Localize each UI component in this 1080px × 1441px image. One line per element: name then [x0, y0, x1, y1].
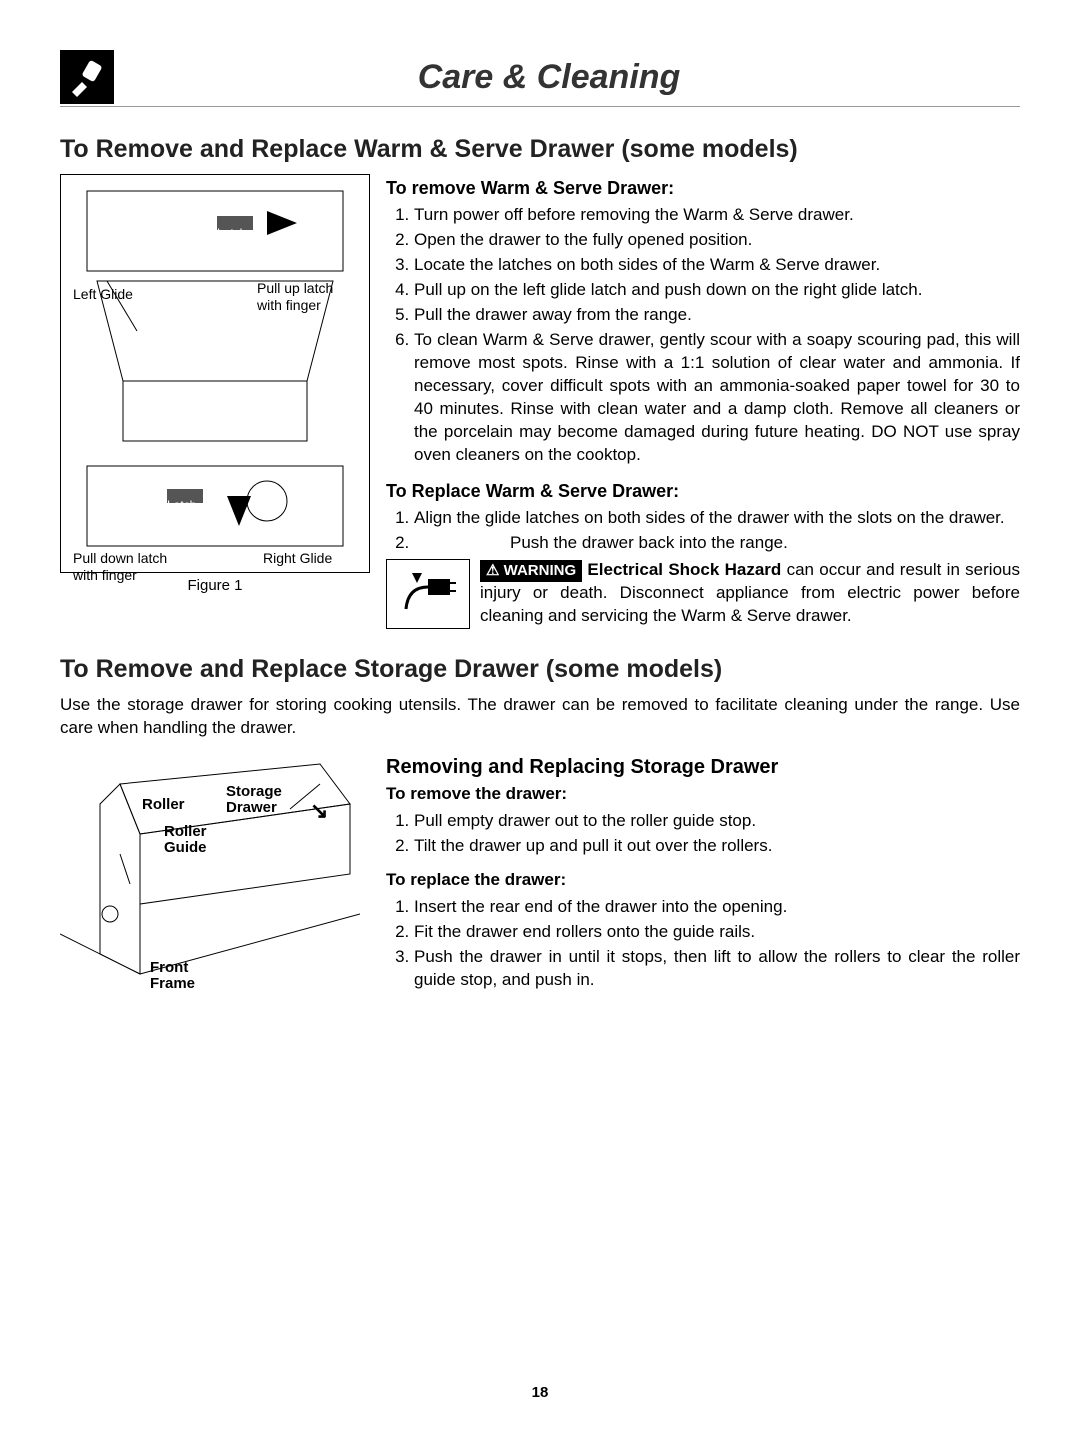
- page-title: Care & Cleaning: [138, 58, 960, 97]
- figure1-pull-down-label: Pull down latch with finger: [73, 550, 193, 584]
- section2-text: Removing and Replacing Storage Drawer To…: [386, 754, 1020, 1005]
- section2-title: To Remove and Replace Storage Drawer (so…: [60, 655, 1020, 684]
- manual-page: Care & Cleaning To Remove and Replace Wa…: [0, 0, 1080, 1441]
- figure1-svg: [67, 181, 363, 561]
- brush-icon: [60, 50, 114, 104]
- section1-row: Latch Left Glide Pull up latch with fing…: [60, 174, 1020, 629]
- warning-block: WARNING Electrical Shock Hazard can occu…: [386, 559, 1020, 629]
- figure1-left-glide-label: Left Glide: [73, 286, 133, 303]
- list-item: Align the glide latches on both sides of…: [414, 507, 1020, 530]
- page-number: 18: [60, 1384, 1020, 1401]
- list-item: Turn power off before removing the Warm …: [414, 204, 1020, 227]
- list-item: Push the drawer back into the range.: [414, 532, 1020, 555]
- figure2-front-frame-label: Front Frame: [150, 960, 210, 993]
- figure1-latch-bottom-label: Latch: [167, 498, 196, 512]
- figure2-container: Roller Storage Drawer Roller Guide Front…: [60, 754, 370, 1005]
- list-item: Open the drawer to the fully opened posi…: [414, 229, 1020, 252]
- section1-title: To Remove and Replace Warm & Serve Drawe…: [60, 135, 1020, 164]
- remove-drawer-heading: To remove the drawer:: [386, 783, 1020, 806]
- list-item: To clean Warm & Serve drawer, gently sco…: [414, 329, 1020, 467]
- list-item: Tilt the drawer up and pull it out over …: [414, 835, 1020, 858]
- list-item: Push the drawer in until it stops, then …: [414, 946, 1020, 992]
- list-item-text: Push the drawer back into the range.: [510, 533, 788, 552]
- warning-bold: Electrical Shock Hazard: [587, 560, 781, 579]
- section2-heading: Removing and Replacing Storage Drawer: [386, 754, 1020, 781]
- list-item: Pull up on the left glide latch and push…: [414, 279, 1020, 302]
- list-item: Pull empty drawer out to the roller guid…: [414, 810, 1020, 833]
- figure2-storage-drawer-label: Storage Drawer: [226, 784, 306, 817]
- warning-text: WARNING Electrical Shock Hazard can occu…: [480, 559, 1020, 628]
- figure1-pull-up-label: Pull up latch with finger: [257, 280, 357, 314]
- figure2-roller-guide-label: Roller Guide: [164, 824, 224, 857]
- replace-warm-heading: To Replace Warm & Serve Drawer:: [386, 479, 1020, 503]
- remove-warm-steps: Turn power off before removing the Warm …: [386, 204, 1020, 466]
- figure1-right-glide-label: Right Glide: [263, 550, 332, 567]
- warning-badge: WARNING: [480, 560, 582, 582]
- figure2-roller-label: Roller: [142, 796, 185, 813]
- figure1-container: Latch Left Glide Pull up latch with fing…: [60, 174, 370, 629]
- remove-drawer-steps: Pull empty drawer out to the roller guid…: [386, 810, 1020, 858]
- section2-row: Roller Storage Drawer Roller Guide Front…: [60, 754, 1020, 1005]
- figure1-latch-top-label: Latch: [217, 226, 246, 240]
- section2-intro: Use the storage drawer for storing cooki…: [60, 694, 1020, 740]
- section1-text: To remove Warm & Serve Drawer: Turn powe…: [386, 174, 1020, 629]
- replace-drawer-heading: To replace the drawer:: [386, 869, 1020, 892]
- list-item: Locate the latches on both sides of the …: [414, 254, 1020, 277]
- figure2-svg: [60, 754, 360, 984]
- remove-warm-heading: To remove Warm & Serve Drawer:: [386, 176, 1020, 200]
- replace-drawer-steps: Insert the rear end of the drawer into t…: [386, 896, 1020, 992]
- replace-warm-steps: Align the glide latches on both sides of…: [386, 507, 1020, 555]
- figure1-box: Latch Left Glide Pull up latch with fing…: [60, 174, 370, 573]
- page-header: Care & Cleaning: [60, 50, 1020, 107]
- list-item: Fit the drawer end rollers onto the guid…: [414, 921, 1020, 944]
- list-item: Insert the rear end of the drawer into t…: [414, 896, 1020, 919]
- list-item: Pull the drawer away from the range.: [414, 304, 1020, 327]
- plug-icon: [386, 559, 470, 629]
